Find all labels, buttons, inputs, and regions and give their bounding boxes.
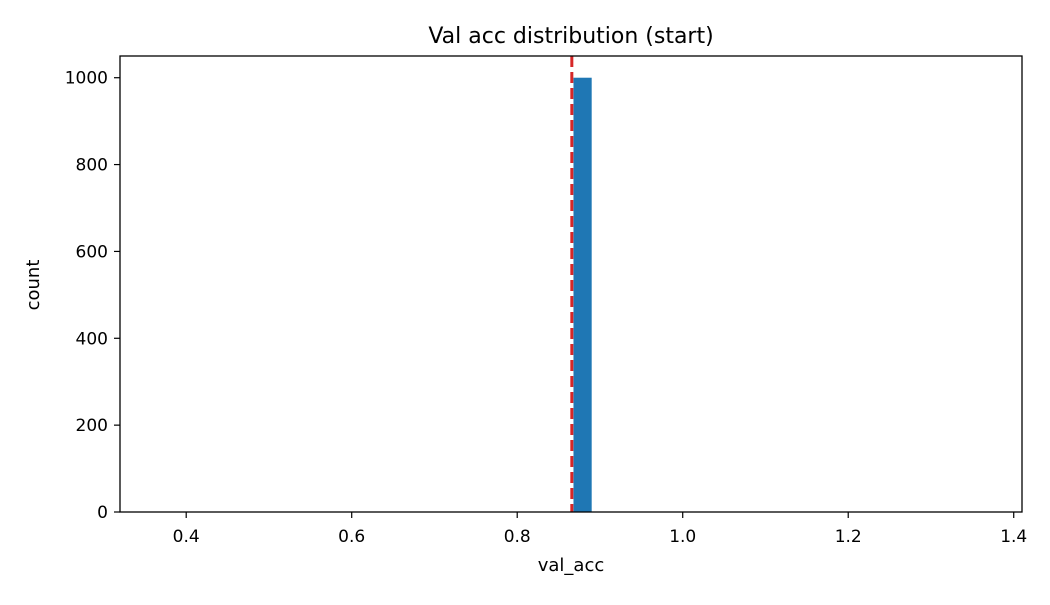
y-tick-label: 800 [76,156,108,176]
chart-title: Val acc distribution (start) [428,24,713,49]
y-tick-label: 1000 [65,69,108,89]
x-axis-label: val_acc [538,555,605,576]
x-axis-ticks: 0.4 0.6 0.8 1.0 1.2 1.4 [173,512,1027,547]
x-tick-label: 1.0 [669,527,696,547]
y-axis-ticks: 0 200 400 600 800 1000 [65,69,120,523]
y-tick-label: 0 [97,503,108,523]
axes-frame [119,55,1023,513]
x-tick-label: 1.2 [835,527,862,547]
x-tick-label: 1.4 [1000,527,1027,547]
y-axis-label: count [23,260,44,311]
x-tick-label: 0.8 [504,527,531,547]
histogram-bar [573,77,592,512]
x-tick-label: 0.6 [338,527,365,547]
y-tick-label: 600 [76,242,108,262]
x-tick-label: 0.4 [173,527,200,547]
y-tick-label: 400 [76,329,108,349]
plot-area [570,56,592,512]
y-tick-label: 200 [76,416,108,436]
